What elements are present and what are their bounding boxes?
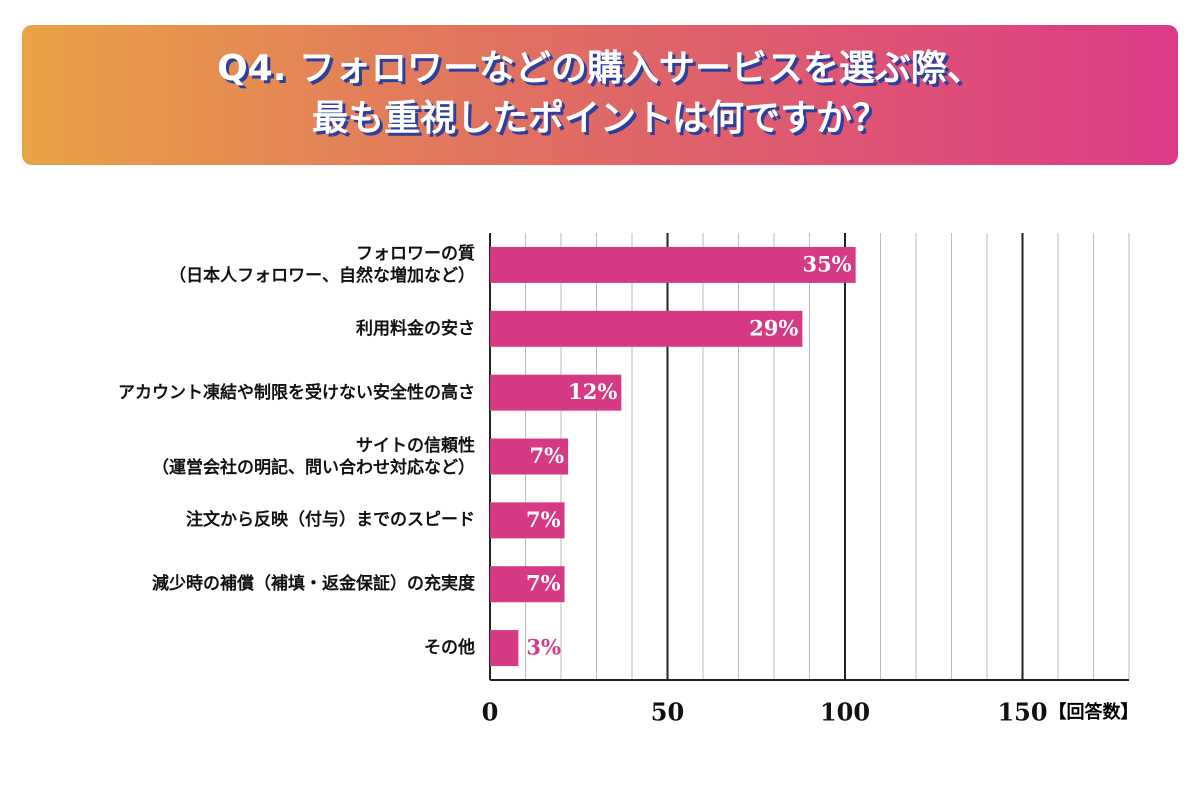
x-tick-label: 50 [651,698,684,727]
category-label: 注文から反映（付与）までのスピード [186,510,475,531]
bar [490,438,569,475]
category-label: サイトの信頼性 （運営会社の明記、問い合わせ対応など） [152,435,475,478]
value-label: 29% [749,315,798,340]
value-label: 7% [526,507,561,532]
category-label: アカウント凍結や制限を受けない安全性の高さ [118,382,475,403]
category-label: フォロワーの質 （日本人フォロワー、自然な増加など） [169,243,475,286]
value-label: 35% [802,251,851,276]
x-tick-label: 150 [997,698,1047,727]
category-label: 減少時の補償（補填・返金保証）の充実度 [152,574,475,595]
x-axis-label: 【回答数】 [1049,701,1139,723]
chart-title: Q4. フォロワーなどの購入サービスを選ぶ際、 最も重視したポイントは何ですか？ [217,48,983,139]
bar [490,630,519,667]
bar [490,502,565,539]
category-label: その他 [424,638,475,659]
value-label: 3% [526,635,561,660]
x-tick-label: 100 [820,698,870,727]
bar [490,246,856,283]
bar [490,310,803,347]
value-label: 7% [530,443,565,468]
value-label: 7% [526,571,561,596]
title-banner [22,25,1178,165]
category-label: 利用料金の安さ [356,318,475,339]
value-label: 12% [568,379,617,404]
bar [490,566,565,603]
bar [490,374,622,411]
x-tick-label: 0 [482,698,499,727]
